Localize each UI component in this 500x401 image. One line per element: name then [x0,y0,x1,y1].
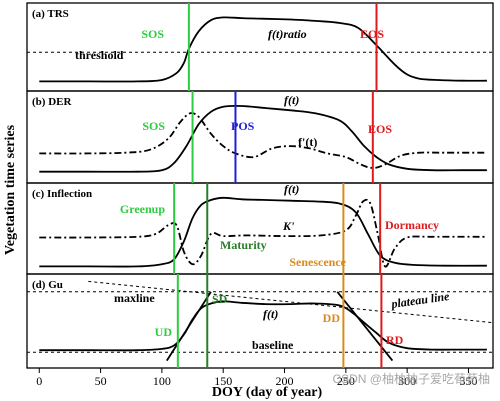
series-line [39,196,487,268]
panel-plots: (a) TRS (b) DER (c) Inflection (d) Gu SOS EOS… [27,3,493,368]
panel-label: (b) DER [32,96,72,108]
x-tick-label: 100 [153,374,171,388]
annotation-label: UD [155,325,173,339]
annotation-label: f(t) [263,307,278,321]
annotation-label: threshold [75,48,124,62]
annotation-label: RD [386,333,404,347]
annotation-label: SOS [142,119,165,133]
annotation-label: DD [323,311,341,325]
x-tick-label: 350 [459,374,477,388]
series-line [336,291,394,362]
annotation-label: f(t) [284,182,299,196]
panel-label: (d) Gu [32,279,63,291]
panel-frame [26,273,494,369]
x-axis-ticks: 0 50 100 150 200 250 300 350 [36,368,477,388]
panel-label: (a) TRS [32,8,69,20]
annotation-label: EOS [360,27,384,41]
x-tick-label: 200 [276,374,294,388]
x-tick-label: 0 [36,374,42,388]
series-line [39,198,487,268]
x-tick-label: 50 [95,374,107,388]
series-line [39,104,487,173]
annotation-label: SD [212,292,228,306]
panel-frame [26,2,494,92]
annotation-label: K' [282,219,295,233]
panel-frames [26,2,494,369]
annotation-label: f(t) [284,93,299,107]
annotation-label: f'(t) [298,135,317,149]
annotation-label: Senescence [289,255,346,269]
series-line [88,280,493,324]
panel-label: (c) Inflection [32,188,92,200]
x-tick-label: 250 [337,374,355,388]
annotation-label: maxline [114,291,155,305]
panel-3: (c) Inflection [32,183,487,274]
panel-2: (b) DER [32,91,487,183]
x-axis-label: DOY (day of year) [212,385,323,400]
annotation-label: POS [231,119,255,133]
annotation-label: Maturity [220,238,267,252]
annotation-label: SOS [141,27,164,41]
series-line [39,16,487,83]
x-tick-label: 150 [214,374,232,388]
x-tick-label: 300 [398,374,416,388]
series-line [39,112,487,169]
series-line [166,291,212,362]
y-axis-label: Vegetation time series [3,124,18,255]
panel-1: (a) TRS [27,3,493,91]
annotation-label: EOS [368,122,392,136]
annotation-label: baseline [252,338,294,352]
annotation-label: plateau line [389,289,450,311]
panel-4: (d) Gu [27,274,493,368]
annotation-label: f(t)ratio [268,27,307,41]
series-line [39,300,487,352]
watermark: CSDN @柚柚柚子爱吃荀荀柚 [332,371,490,386]
annotation-label: Greenup [120,202,165,216]
annotation-label: Dormancy [385,218,439,232]
